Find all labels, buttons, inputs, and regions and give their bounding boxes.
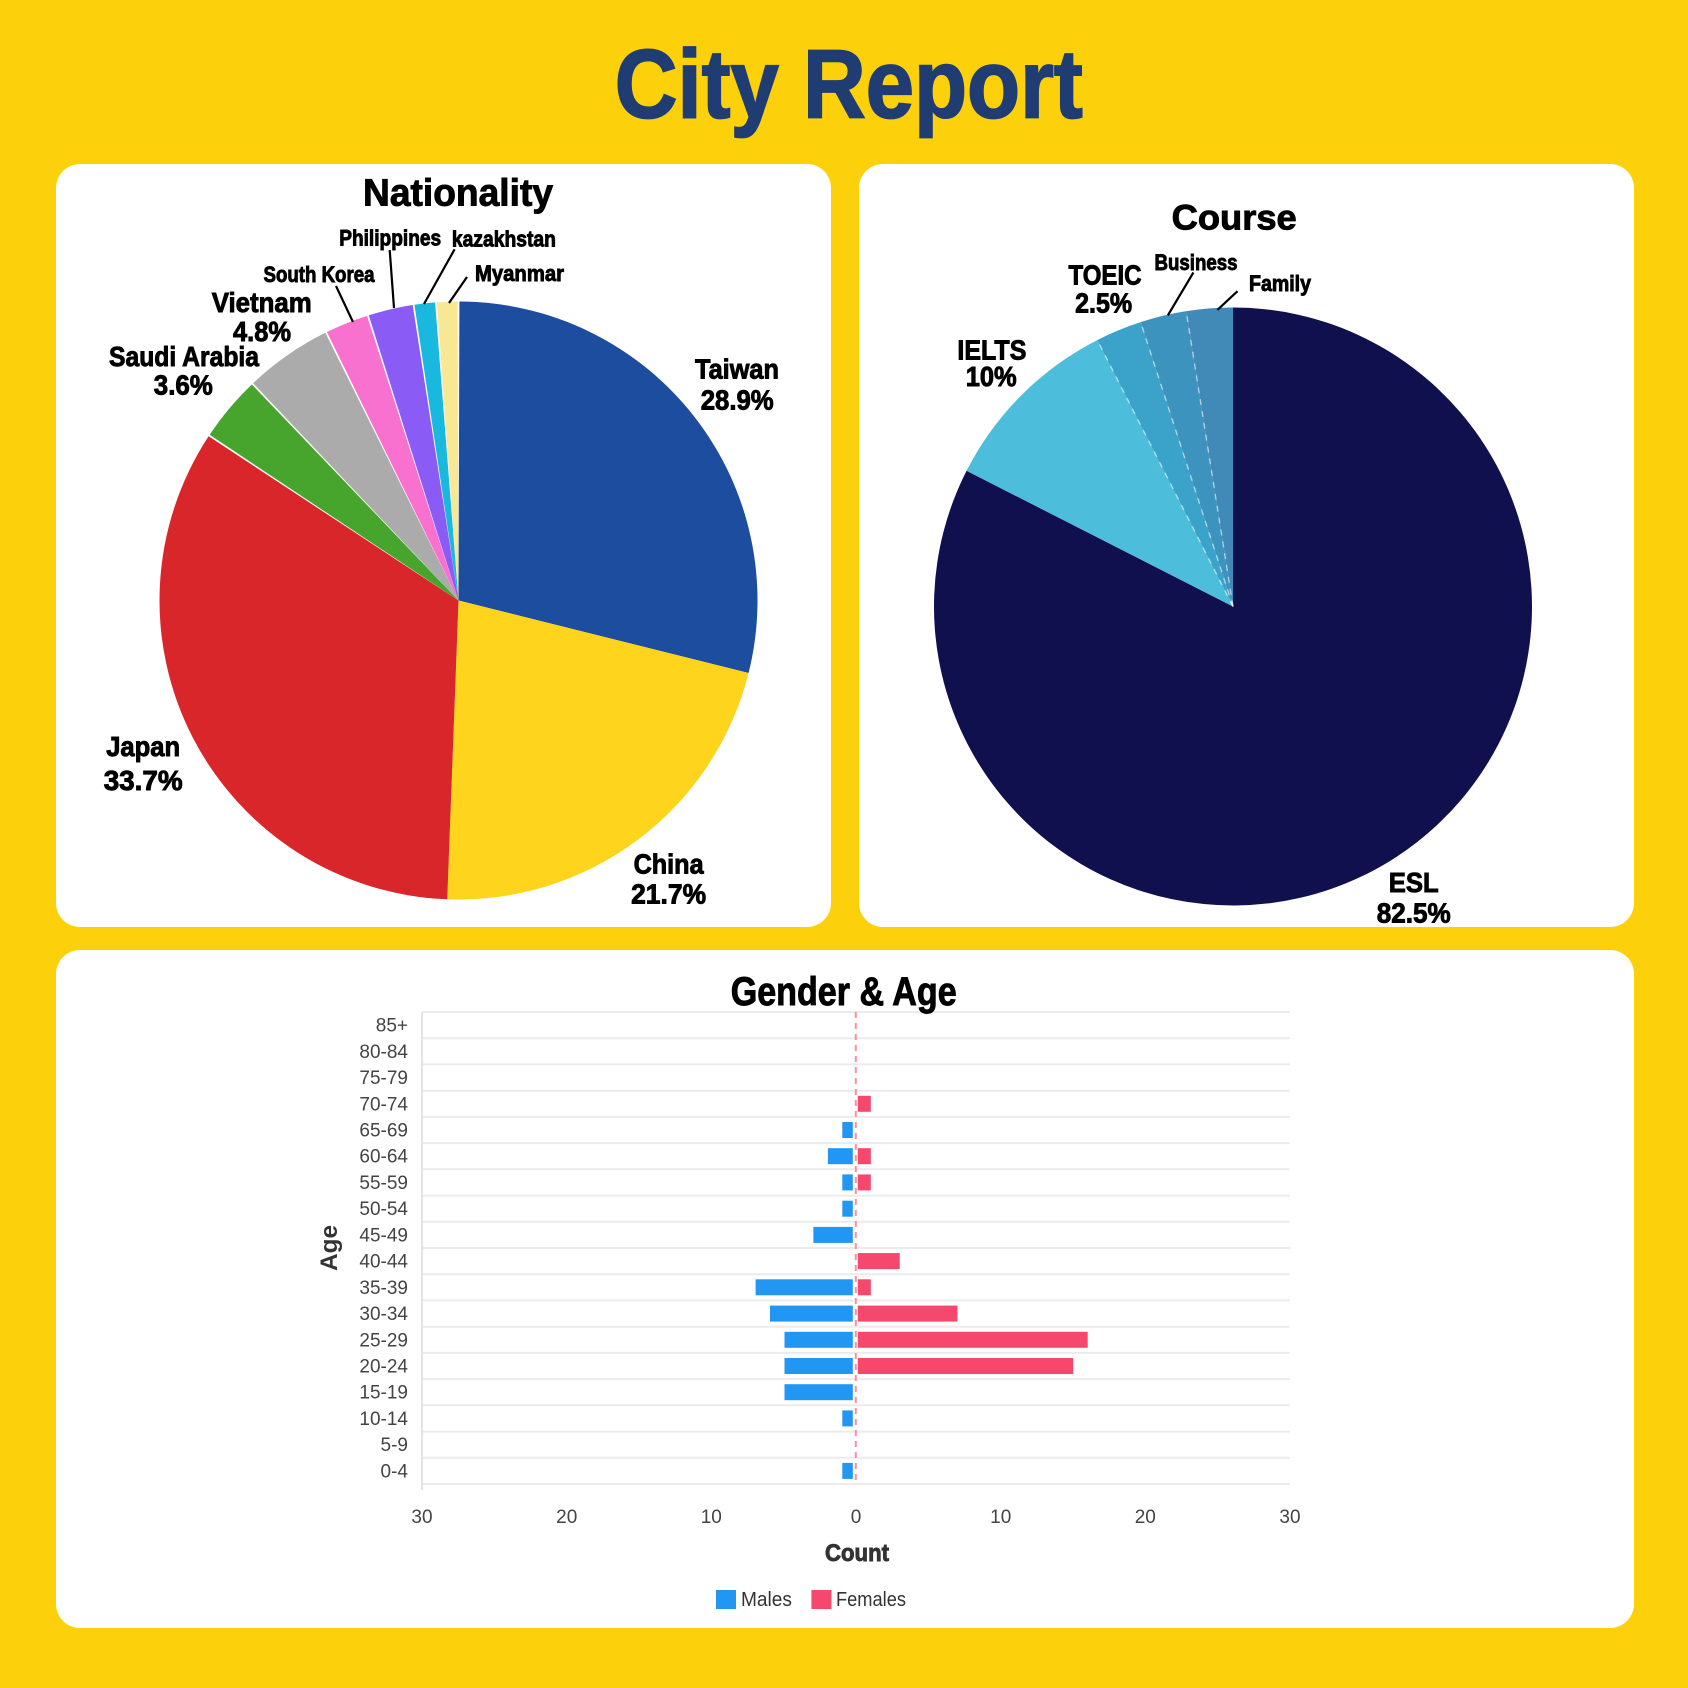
svg-text:10%: 10% [966, 361, 1017, 392]
svg-text:Business: Business [1155, 250, 1238, 275]
svg-text:28.9%: 28.9% [701, 385, 774, 416]
svg-text:ESL: ESL [1389, 867, 1439, 898]
svg-text:Philippines: Philippines [339, 226, 441, 251]
svg-text:30: 30 [411, 1507, 432, 1528]
svg-text:kazakhstan: kazakhstan [452, 227, 556, 252]
svg-text:Males: Males [741, 1589, 792, 1611]
svg-text:Taiwan: Taiwan [695, 353, 779, 384]
svg-text:70-74: 70-74 [359, 1094, 408, 1115]
svg-text:3.6%: 3.6% [154, 370, 213, 401]
svg-text:Females: Females [836, 1589, 906, 1611]
svg-text:Count: Count [825, 1540, 889, 1567]
svg-text:0: 0 [851, 1507, 862, 1528]
svg-text:Vietnam: Vietnam [212, 287, 312, 318]
svg-text:Japan: Japan [106, 731, 180, 762]
svg-text:5-9: 5-9 [381, 1435, 408, 1456]
svg-text:10: 10 [701, 1507, 722, 1528]
svg-text:Nationality: Nationality [363, 173, 553, 215]
svg-text:10-14: 10-14 [359, 1409, 408, 1430]
svg-text:33.7%: 33.7% [104, 765, 183, 796]
svg-text:50-54: 50-54 [359, 1199, 408, 1220]
svg-text:40-44: 40-44 [359, 1252, 408, 1273]
svg-text:75-79: 75-79 [359, 1068, 408, 1089]
svg-text:25-29: 25-29 [359, 1330, 408, 1351]
svg-text:China: China [634, 849, 704, 880]
svg-text:10: 10 [990, 1507, 1011, 1528]
svg-text:15-19: 15-19 [359, 1383, 408, 1404]
svg-text:0-4: 0-4 [381, 1461, 409, 1482]
svg-text:82.5%: 82.5% [1377, 897, 1451, 927]
svg-text:Myanmar: Myanmar [475, 261, 564, 286]
svg-text:City Report: City Report [615, 29, 1083, 138]
svg-text:80-84: 80-84 [359, 1042, 408, 1063]
svg-text:20: 20 [556, 1507, 577, 1528]
svg-text:Age: Age [316, 1225, 343, 1271]
svg-text:21.7%: 21.7% [631, 879, 706, 910]
svg-text:55-59: 55-59 [359, 1173, 408, 1194]
svg-text:South Korea: South Korea [264, 262, 376, 287]
svg-text:Saudi Arabia: Saudi Arabia [109, 341, 259, 372]
svg-text:Gender & Age: Gender & Age [731, 970, 957, 1014]
svg-text:30-34: 30-34 [359, 1304, 408, 1325]
svg-text:20: 20 [1135, 1507, 1156, 1528]
svg-text:Family: Family [1249, 271, 1312, 296]
svg-text:Course: Course [1172, 199, 1297, 238]
svg-text:60-64: 60-64 [359, 1147, 408, 1168]
svg-text:45-49: 45-49 [359, 1225, 408, 1246]
svg-text:IELTS: IELTS [957, 334, 1026, 365]
svg-text:35-39: 35-39 [359, 1278, 408, 1299]
svg-text:85+: 85+ [376, 1016, 408, 1037]
svg-text:65-69: 65-69 [359, 1121, 408, 1142]
svg-text:2.5%: 2.5% [1075, 288, 1132, 319]
svg-text:30: 30 [1279, 1507, 1300, 1528]
svg-text:4.8%: 4.8% [233, 316, 291, 347]
svg-text:TOEIC: TOEIC [1069, 260, 1142, 291]
svg-text:20-24: 20-24 [359, 1357, 408, 1378]
